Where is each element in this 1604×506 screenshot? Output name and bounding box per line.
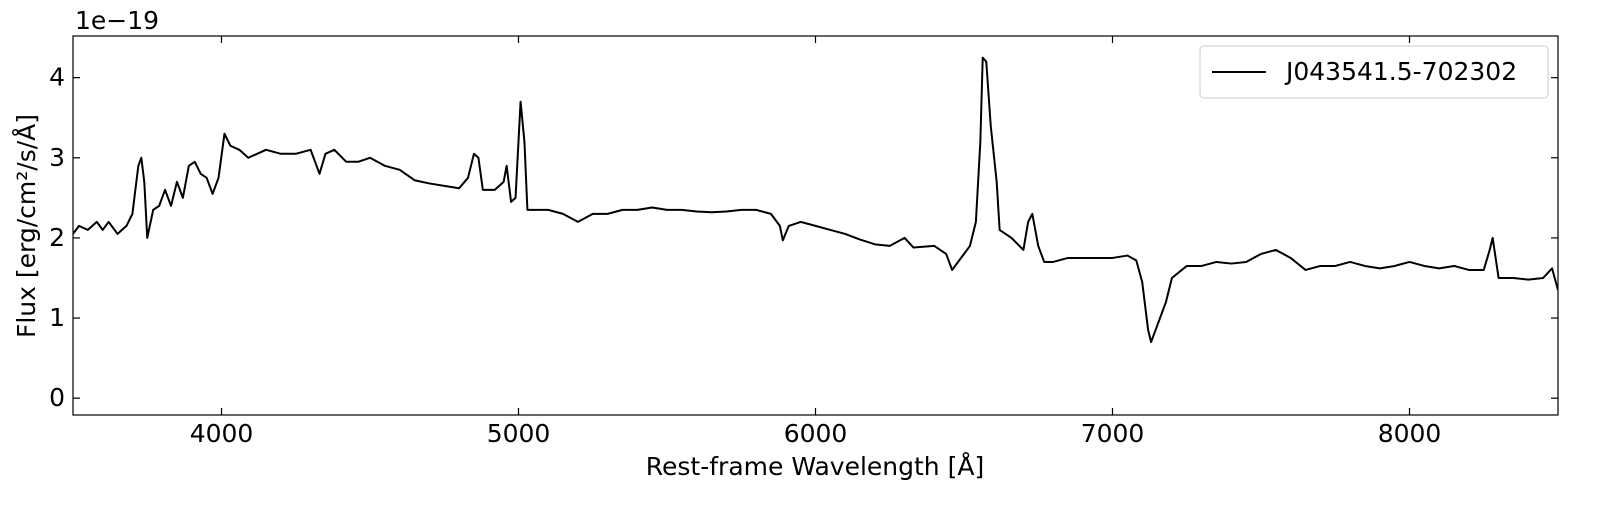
y-tick-label: 1 bbox=[49, 303, 65, 332]
legend-box bbox=[1199, 45, 1549, 99]
x-axis-label: Rest-frame Wavelength [Å] bbox=[646, 452, 984, 481]
y-tick-label: 3 bbox=[49, 143, 65, 172]
y-axis-label: Flux [erg/cm²/s/Å] bbox=[12, 114, 41, 338]
x-tick-label: 6000 bbox=[784, 419, 848, 448]
y-tick-label: 4 bbox=[49, 63, 65, 92]
x-tick-label: 5000 bbox=[487, 419, 551, 448]
y-tick-label: 2 bbox=[49, 223, 65, 252]
x-tick-label: 7000 bbox=[1081, 419, 1145, 448]
plot-frame bbox=[72, 35, 1559, 416]
y-tick-label: 0 bbox=[49, 383, 65, 412]
spectrum-line bbox=[73, 56, 1558, 344]
y-offset-label: 1e−19 bbox=[75, 6, 159, 35]
x-tick-label: 4000 bbox=[190, 419, 254, 448]
x-tick-label: 8000 bbox=[1378, 419, 1442, 448]
legend-label: J043541.5-702302 bbox=[1284, 57, 1517, 86]
